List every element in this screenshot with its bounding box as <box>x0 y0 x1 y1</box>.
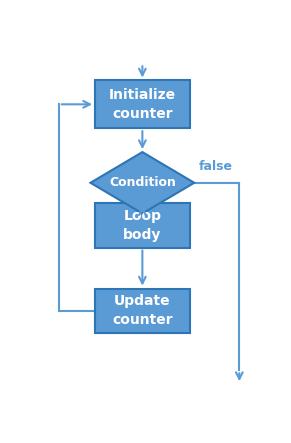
Text: Loop
body: Loop body <box>123 209 162 241</box>
FancyBboxPatch shape <box>95 288 190 333</box>
Text: false: false <box>199 159 233 173</box>
Text: Condition: Condition <box>109 176 176 189</box>
Polygon shape <box>91 152 194 214</box>
Text: Initialize
counter: Initialize counter <box>109 88 176 120</box>
FancyBboxPatch shape <box>95 81 190 128</box>
Text: true: true <box>97 217 127 230</box>
Text: Update
counter: Update counter <box>112 295 173 327</box>
FancyBboxPatch shape <box>95 203 190 248</box>
